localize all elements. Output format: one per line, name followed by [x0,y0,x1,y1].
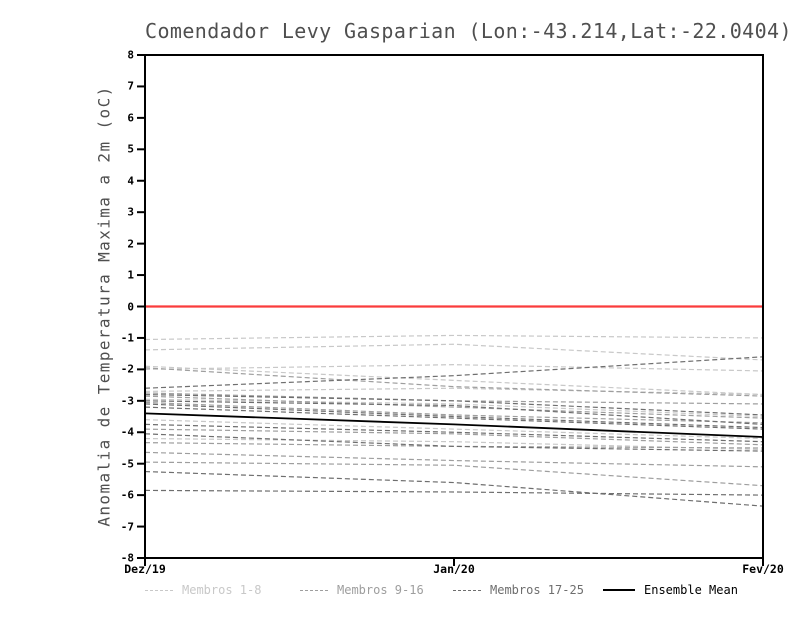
ensemble-member-line [144,451,764,468]
y-tick-label: 8 [127,48,134,62]
ensemble-member-line [144,400,764,425]
legend-item: Membros 9-16 [300,583,424,597]
ensemble-member-line [144,356,764,389]
ensemble-member-line [144,403,764,429]
legend-item: Membros 1-8 [145,583,261,597]
legend-label: Ensemble Mean [644,583,738,597]
y-tick-label: 5 [127,142,134,156]
y-tick-label: -6 [120,488,134,502]
y-tick-label: -3 [120,394,134,408]
legend-item: Ensemble Mean [603,583,738,597]
ensemble-member-line [144,433,764,452]
ensemble-member-line [144,392,764,405]
legend-label: Membros 9-16 [337,583,424,597]
ensemble-member-line [144,423,764,443]
y-tick-label: 6 [127,111,134,125]
y-tick-label: -8 [120,551,134,565]
y-tick-label: -1 [120,331,134,345]
y-tick-label: -7 [120,520,134,534]
ensemble-mean-line [144,412,764,438]
ensemble-member-line [144,343,764,361]
ensemble-member-line [144,489,764,496]
ensemble-member-line [144,334,764,341]
x-tick-label: Jan/20 [433,562,475,576]
legend-label: Membros 17-25 [490,583,584,597]
legend-dashed-line-sample [300,589,328,591]
legend-item: Membros 17-25 [453,583,584,597]
x-tick-label: Fev/20 [742,562,784,576]
ensemble-member-line [144,367,764,397]
y-tick-label: 7 [127,79,134,93]
ensemble-member-line [144,398,764,418]
legend-dashed-line-sample [145,589,173,591]
ensemble-member-line [144,393,764,416]
y-tick-label: 3 [127,205,134,219]
ensemble-member-line [144,461,764,487]
y-tick-label: -5 [120,457,134,471]
ensemble-member-line [144,395,764,419]
ensemble-member-line [144,470,764,507]
ensemble-member-line [144,442,764,449]
ensemble-member-line [144,364,764,372]
page-title: Comendador Levy Gasparian (Lon:-43.214,L… [145,19,792,43]
y-tick-label: 2 [127,237,134,251]
y-tick-label: -4 [120,425,134,439]
legend-label: Membros 1-8 [182,583,262,597]
y-tick-label: -2 [120,362,134,376]
legend-dashed-line-sample [453,589,481,591]
ensemble-member-line [144,428,764,446]
y-tick-label: 1 [127,268,134,282]
ensemble-member-line [144,406,764,430]
ensemble-member-line [144,401,764,424]
ensemble-member-line [144,387,764,396]
x-tick-label: Dez/19 [124,562,166,576]
legend-solid-line-sample [603,589,635,591]
y-tick-label: 4 [127,174,134,188]
ensemble-member-line [144,365,764,396]
ensemble-member-line [144,419,764,440]
y-tick-label: 0 [127,300,134,313]
